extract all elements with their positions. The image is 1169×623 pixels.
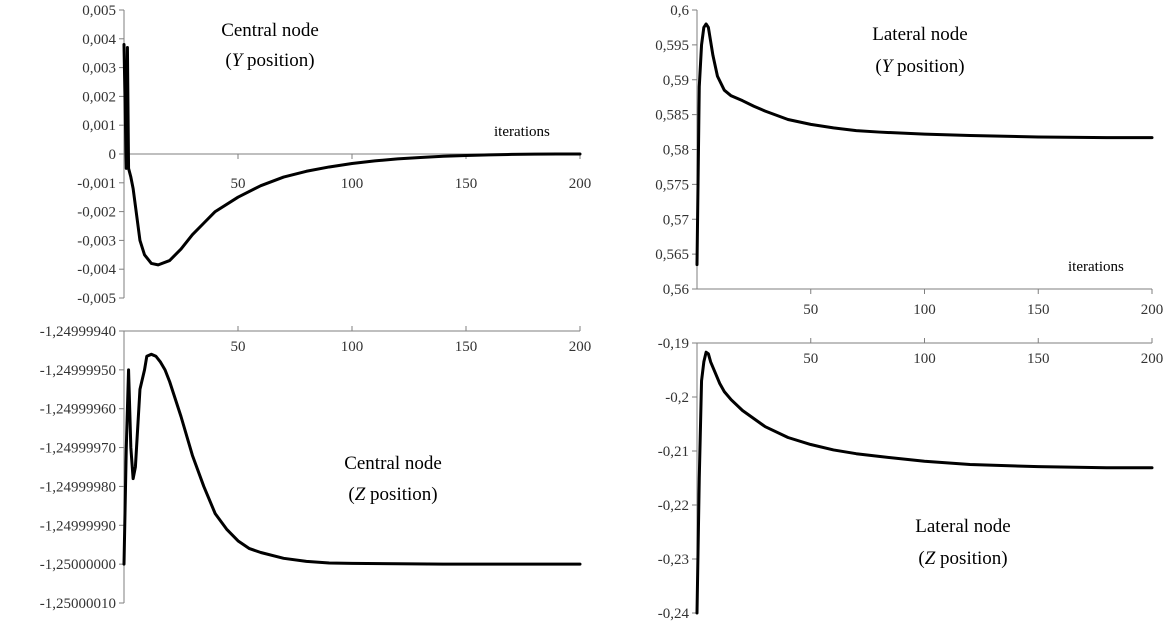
chart-annotation-title: Central node xyxy=(221,20,319,41)
y-tick-label: 0,575 xyxy=(655,177,689,193)
y-tick-label: 0,005 xyxy=(82,3,116,19)
x-tick-label: 150 xyxy=(455,176,478,192)
series-line xyxy=(122,43,582,267)
chart-central-node-y: 0,005 0,004 0,003 0,002 0,001 0 -0,001 -0,002 -0… xyxy=(77,3,591,307)
x-tick-label: 100 xyxy=(341,176,364,192)
y-tick-label: -0,23 xyxy=(658,552,689,568)
y-tick-label: 0,6 xyxy=(670,3,689,19)
series-line xyxy=(695,22,1154,267)
y-tick-label: -0,22 xyxy=(658,498,689,514)
annotation-suffix: position) xyxy=(242,50,314,71)
annotation-suffix: position) xyxy=(365,484,437,505)
x-tick-label: 50 xyxy=(803,302,818,318)
y-tick-label: 0,56 xyxy=(663,282,690,298)
y-tick-label: -1,24999990 xyxy=(40,518,116,534)
y-tick-label: -0,004 xyxy=(77,262,116,278)
chart-annotation-title: Central node xyxy=(344,453,442,474)
y-tick-label: -0,21 xyxy=(658,444,689,460)
y-tick-label: -0,003 xyxy=(77,233,116,249)
chart-annotation-subtitle: (Z position) xyxy=(918,548,1007,569)
x-tick-label: 200 xyxy=(569,176,592,192)
annotation-suffix: position) xyxy=(935,548,1007,569)
annotation-variable: Z xyxy=(355,484,366,505)
chart-annotation-subtitle: (Z position) xyxy=(348,484,437,505)
y-tick-label: 0,004 xyxy=(82,32,116,48)
chart-lateral-node-y: 0,6 0,595 0,59 0,585 0,58 0,575 0,57 0,565 0,56 5… xyxy=(655,3,1163,318)
x-tick-label: 50 xyxy=(803,351,818,367)
y-tick-label: -1,24999940 xyxy=(40,324,116,340)
y-tick-label: -0,005 xyxy=(77,291,116,307)
y-tick-label: 0,003 xyxy=(82,61,116,77)
y-tick-label: -0,001 xyxy=(77,176,116,192)
y-tick-label: -0,24 xyxy=(658,606,690,622)
x-tick-label: 150 xyxy=(1027,351,1050,367)
y-tick-label: 0,595 xyxy=(655,38,689,54)
annotation-open-paren: ( xyxy=(225,50,231,71)
x-tick-label: 50 xyxy=(231,176,246,192)
y-tick-label: -1,24999970 xyxy=(40,441,116,457)
x-tick-label: 200 xyxy=(1141,302,1164,318)
x-tick-label: 200 xyxy=(1141,351,1164,367)
x-axis-title: iterations xyxy=(494,124,550,140)
chart-annotation-subtitle: (Y position) xyxy=(875,56,964,77)
y-tick-label: -1,24999950 xyxy=(40,363,116,379)
chart-annotation-title: Lateral node xyxy=(915,516,1010,537)
annotation-variable: Y xyxy=(882,56,895,77)
y-tick-label: 0,585 xyxy=(655,108,689,124)
y-tick-label: -1,25000010 xyxy=(40,596,116,612)
x-tick-label: 100 xyxy=(913,351,936,367)
annotation-open-paren: ( xyxy=(875,56,881,77)
y-tick-label: 0,002 xyxy=(82,89,116,105)
annotation-suffix: position) xyxy=(892,56,964,77)
x-tick-label: 150 xyxy=(455,339,478,355)
y-tick-label: 0,565 xyxy=(655,247,689,263)
y-tick-label: -1,24999960 xyxy=(40,402,116,418)
x-tick-label: 100 xyxy=(341,339,364,355)
chart-central-node-z: -1,24999940 -1,24999950 -1,24999960 -1,2499… xyxy=(40,324,592,612)
chart-annotation-subtitle: (Y position) xyxy=(225,50,314,71)
y-tick-label: 0,57 xyxy=(663,212,690,228)
y-tick-label: -0,002 xyxy=(77,205,116,221)
x-tick-label: 100 xyxy=(913,302,936,318)
annotation-open-paren: ( xyxy=(348,484,354,505)
x-tick-label: 200 xyxy=(569,339,592,355)
x-tick-label: 150 xyxy=(1027,302,1050,318)
annotation-open-paren: ( xyxy=(918,548,924,569)
y-tick-label: -1,24999980 xyxy=(40,479,116,495)
chart-annotation-title: Lateral node xyxy=(872,24,967,45)
y-tick-label: -1,25000000 xyxy=(40,557,116,573)
y-tick-label: 0 xyxy=(109,147,117,163)
y-tick-label: 0,59 xyxy=(663,73,689,89)
y-tick-label: -0,19 xyxy=(658,336,689,352)
y-tick-label: 0,58 xyxy=(663,143,689,159)
y-tick-label: -0,2 xyxy=(665,390,689,406)
chart-lateral-node-z: -0,19 -0,2 -0,21 -0,22 -0,23 -0,24 50 100 150 200… xyxy=(658,336,1164,622)
series-line xyxy=(695,350,1154,615)
annotation-variable: Z xyxy=(925,548,936,569)
y-tick-label: 0,001 xyxy=(82,118,116,134)
x-axis-title: iterations xyxy=(1068,259,1124,275)
annotation-variable: Y xyxy=(232,50,245,71)
x-tick-label: 50 xyxy=(231,339,246,355)
series-line xyxy=(122,352,582,566)
